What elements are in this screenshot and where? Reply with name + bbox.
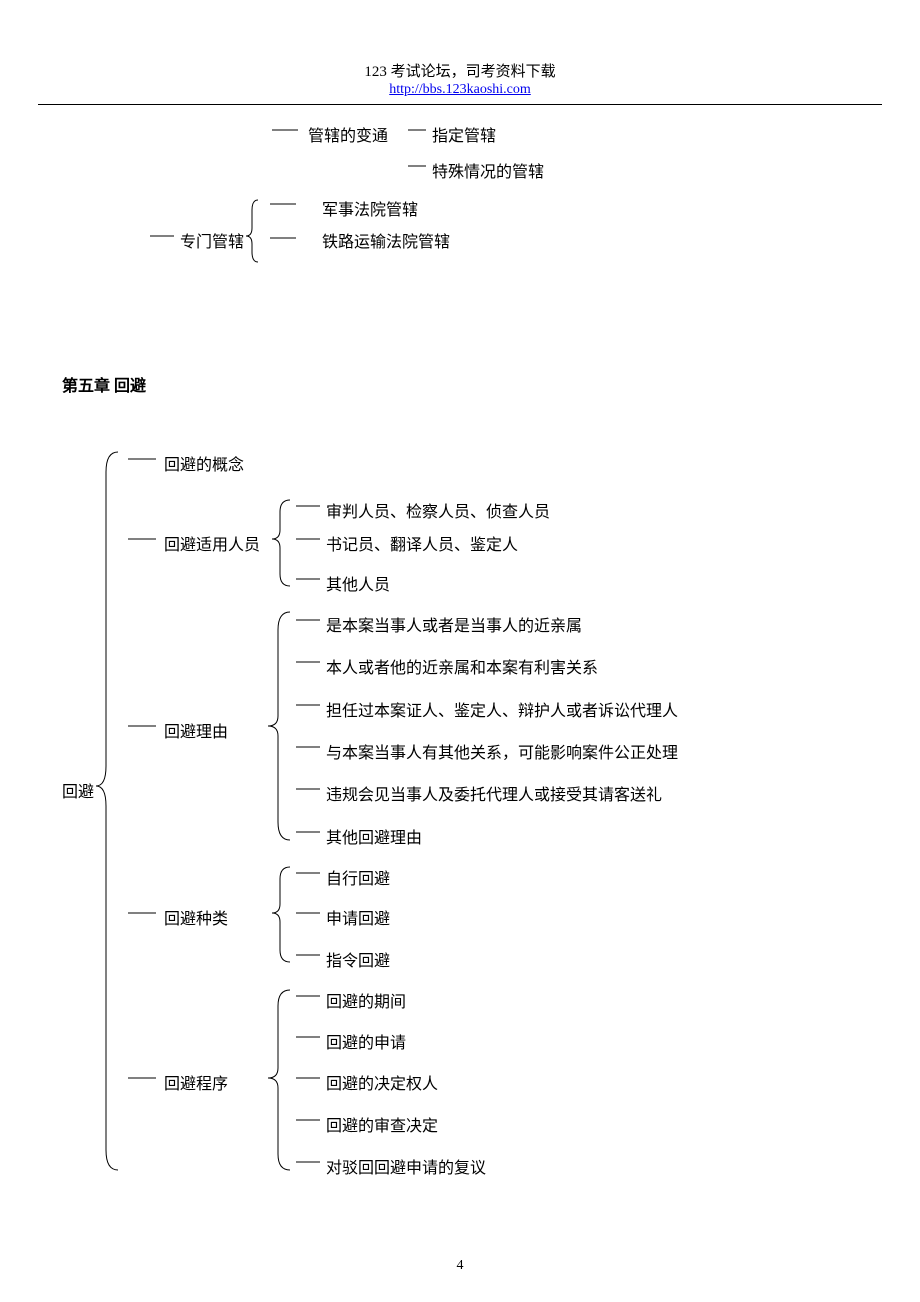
leaf-b3b: 本人或者他的近亲属和本案有利害关系 [326, 654, 598, 678]
leaf-b4a: 自行回避 [326, 865, 390, 889]
bracket-overlay [0, 0, 920, 1302]
page-number: 4 [0, 1258, 920, 1274]
leaf-b5d: 回避的审查决定 [326, 1112, 438, 1136]
leaf-b2b: 书记员、翻译人员、鉴定人 [326, 531, 518, 555]
leaf-b2a: 审判人员、检察人员、侦查人员 [326, 498, 550, 522]
branch-reasons: 回避理由 [164, 718, 228, 742]
leaf-b3d: 与本案当事人有其他关系，可能影响案件公正处理 [326, 739, 678, 763]
leaf-b5a: 回避的期间 [326, 988, 406, 1012]
leaf-b4c: 指令回避 [326, 947, 390, 971]
branch-concept: 回避的概念 [164, 451, 244, 475]
branch-types: 回避种类 [164, 905, 228, 929]
node-special-jurisdiction: 特殊情况的管辖 [432, 158, 544, 182]
site-text: 123 考试论坛，司考资料下载 [364, 64, 555, 80]
branch-procedure: 回避程序 [164, 1070, 228, 1094]
leaf-b2c: 其他人员 [326, 571, 390, 595]
node-designated-jurisdiction: 指定管辖 [432, 122, 496, 146]
header-rule [38, 104, 882, 105]
node-military-court: 军事法院管辖 [322, 196, 418, 220]
node-railway-court: 铁路运输法院管辖 [322, 228, 450, 252]
page-header: 123 考试论坛，司考资料下载 http://bbs.123kaoshi.com [0, 0, 920, 98]
leaf-b3f: 其他回避理由 [326, 824, 422, 848]
page: 123 考试论坛，司考资料下载 http://bbs.123kaoshi.com… [0, 0, 920, 1302]
leaf-b3e: 违规会见当事人及委托代理人或接受其请客送礼 [326, 781, 662, 805]
tree-root: 回避 [62, 778, 94, 802]
chapter-title: 第五章 回避 [62, 372, 146, 396]
leaf-b5e: 对驳回回避申请的复议 [326, 1154, 486, 1178]
leaf-b5b: 回避的申请 [326, 1029, 406, 1053]
leaf-b4b: 申请回避 [326, 905, 390, 929]
site-link[interactable]: http://bbs.123kaoshi.com [389, 82, 531, 97]
branch-personnel: 回避适用人员 [164, 531, 260, 555]
leaf-b5c: 回避的决定权人 [326, 1070, 438, 1094]
node-jurisdiction-change: 管辖的变通 [308, 122, 388, 146]
leaf-b3a: 是本案当事人或者是当事人的近亲属 [326, 612, 582, 636]
node-specialized-jurisdiction: 专门管辖 [180, 228, 244, 252]
leaf-b3c: 担任过本案证人、鉴定人、辩护人或者诉讼代理人 [326, 697, 678, 721]
